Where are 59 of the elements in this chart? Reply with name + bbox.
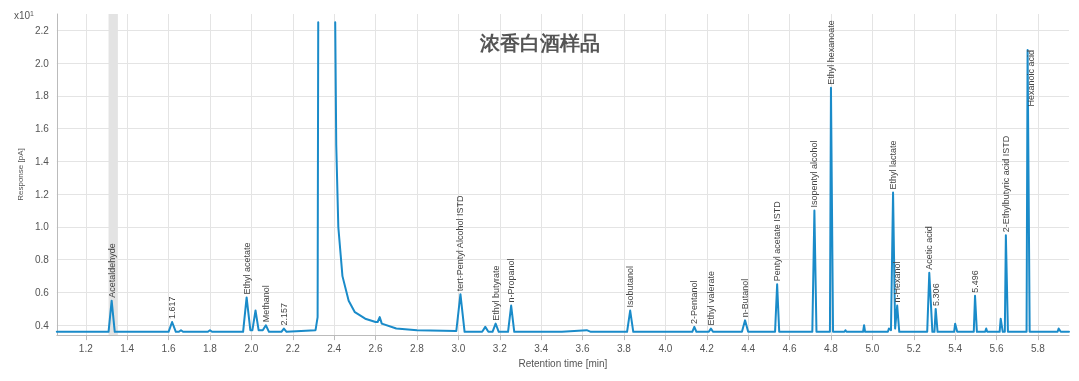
- text: 浓香白酒样品: [478, 31, 600, 55]
- annotation: Acetaldehyde: [106, 243, 117, 298]
- x-tick-label: 2.0: [244, 342, 259, 354]
- x-tick-label: 3.4: [534, 342, 549, 354]
- annotation: n-Butanol: [740, 278, 751, 318]
- annotation: 2-Pentanol: [689, 280, 700, 324]
- x-tick-label: 4.6: [782, 342, 797, 354]
- x-tick-label: 2.8: [410, 342, 425, 354]
- annotation: 5.306: [930, 283, 941, 306]
- x-tick-label: 3.6: [575, 342, 590, 354]
- annotation: Methanol: [260, 285, 271, 323]
- y-axis-title: Response [pA]: [15, 148, 25, 201]
- y-tick-label: 2.2: [34, 24, 50, 36]
- annotation: Ethyl lactate: [888, 140, 899, 190]
- x-tick-label: 1.6: [161, 342, 176, 354]
- x-tick-label: 5.6: [989, 342, 1004, 354]
- annotation: n-Hexanol: [892, 261, 903, 303]
- x-tick-label: 3.8: [617, 342, 632, 354]
- x-tick-label: 1.4: [120, 342, 135, 354]
- x-tick-label: 3.2: [492, 342, 508, 354]
- x-tick-label: 5.4: [948, 342, 963, 354]
- annotation: 2-Ethylbutyric acid ISTD: [1000, 135, 1011, 233]
- x-tick-label: 4.8: [824, 342, 839, 354]
- y-tick-label: 0.4: [34, 319, 50, 331]
- annotation: Isobutanol: [625, 265, 636, 308]
- y-tick-label: 0.6: [34, 287, 50, 299]
- x-tick-label: 5.8: [1031, 342, 1046, 354]
- y-tick-label: 1.8: [34, 90, 50, 102]
- annotation: 1.617: [167, 296, 178, 319]
- annotation: Ethyl acetate: [241, 242, 252, 295]
- annotation: Ethyl butyrate: [490, 265, 501, 321]
- annotation: Isopentyl alcohol: [809, 140, 820, 208]
- x-tick-label: 1.2: [78, 342, 94, 354]
- x-tick-label: 1.8: [203, 342, 218, 354]
- x-tick-label: 5.2: [906, 342, 922, 354]
- y-tick-label: 1.6: [34, 123, 50, 135]
- x-tick-label: 4.2: [699, 342, 715, 354]
- x-tick-label: 5.0: [865, 342, 880, 354]
- annotation: Ethyl valerate: [705, 271, 716, 326]
- annotation: 2.157: [278, 303, 289, 326]
- y-tick-label: 1.2: [34, 188, 50, 200]
- annotation: Acetic acid: [924, 226, 935, 270]
- annotation: Hexanoic acid: [1025, 50, 1036, 107]
- annotation: 5.496: [970, 270, 981, 293]
- x-tick-label: 3.0: [451, 342, 466, 354]
- x-tick-label: 4.0: [658, 342, 673, 354]
- x-axis-title: Retention time [min]: [518, 357, 608, 369]
- x-tick-label: 2.4: [327, 342, 342, 354]
- x-tick-label: 4.4: [741, 342, 756, 354]
- x-tick-label: 2.6: [368, 342, 383, 354]
- y-tick-label: 2.0: [34, 57, 50, 69]
- annotation: Ethyl hexanoate: [825, 20, 836, 85]
- annotation: tert-Pentyl Alcohol ISTD: [455, 195, 466, 292]
- x-tick-label: 2.2: [285, 342, 301, 354]
- annotation: Pentyl acetate ISTD: [772, 200, 783, 282]
- annotation: n-Propanol: [506, 258, 517, 303]
- y-tick-label: 1.0: [34, 221, 50, 233]
- y-tick-label: 1.4: [34, 155, 50, 167]
- y-tick-label: 0.8: [34, 254, 50, 266]
